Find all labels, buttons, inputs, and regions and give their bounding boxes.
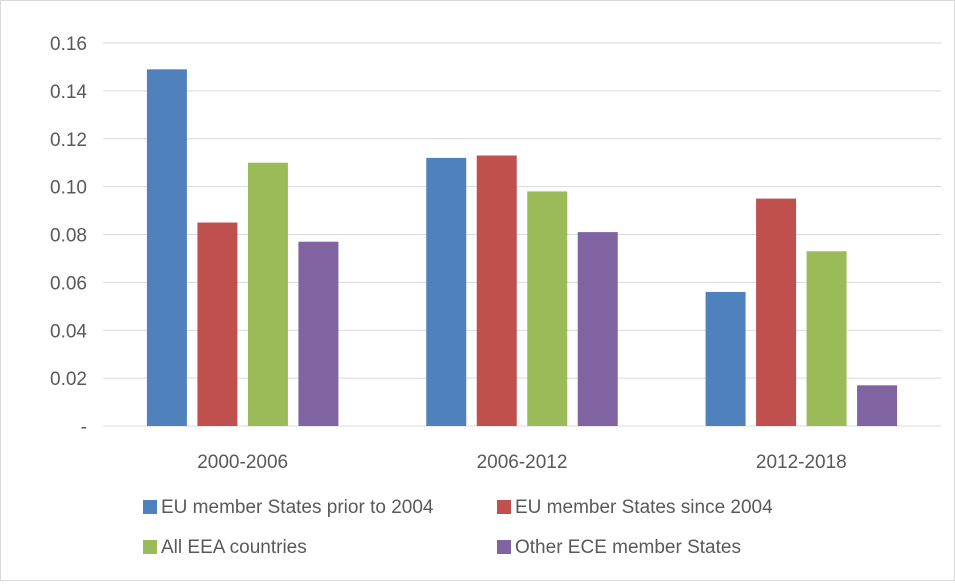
legend-swatch (497, 540, 511, 554)
bar-2000-2006-series-4 (298, 241, 339, 426)
bar-2012-2018-series-4 (857, 385, 898, 426)
legend-item: Other ECE member States (497, 537, 741, 558)
bars (146, 69, 898, 427)
y-tick-label: - (81, 417, 87, 438)
legend-item: EU member States prior to 2004 (143, 497, 434, 518)
legend-label: EU member States since 2004 (515, 497, 773, 518)
legend-label: Other ECE member States (515, 537, 741, 558)
bar-2006-2012-series-2 (476, 155, 517, 426)
legend-item: EU member States since 2004 (497, 497, 773, 518)
y-tick-label: 0.16 (50, 34, 87, 55)
bar-2000-2006-series-2 (197, 222, 238, 426)
x-tick-label: 2006-2012 (477, 452, 568, 473)
y-tick-label: 0.10 (50, 178, 87, 199)
gridlines (103, 42, 941, 427)
legend-label: EU member States prior to 2004 (161, 497, 434, 518)
bar-2012-2018-series-2 (756, 198, 797, 426)
legend-swatch (143, 540, 157, 554)
y-tick-label: 0.08 (50, 226, 87, 247)
y-tick-label: 0.14 (50, 82, 87, 103)
legend-label: All EEA countries (161, 537, 307, 558)
bar-2006-2012-series-1 (426, 157, 467, 426)
x-tick-label: 2012-2018 (756, 452, 847, 473)
x-tick-label: 2000-2006 (197, 452, 288, 473)
legend: EU member States prior to 2004 EU member … (143, 497, 773, 558)
legend-swatch (143, 500, 157, 514)
bar-2006-2012-series-3 (527, 191, 568, 426)
legend-swatch (497, 500, 511, 514)
x-axis-tick-labels: 2000-2006 2006-2012 2012-2018 (197, 452, 847, 473)
legend-item: All EEA countries (143, 537, 307, 558)
y-tick-label: 0.06 (50, 273, 87, 294)
bar-2000-2006-series-3 (247, 162, 288, 426)
y-tick-label: 0.12 (50, 130, 87, 151)
y-tick-label: 0.02 (50, 369, 87, 390)
y-tick-label: 0.04 (50, 321, 87, 342)
bar-2000-2006-series-1 (146, 69, 187, 427)
bar-2006-2012-series-4 (577, 232, 618, 426)
y-axis-tick-labels: - 0.02 0.04 0.06 0.08 0.10 0.12 0.14 0.16 (50, 34, 87, 438)
bar-2012-2018-series-1 (705, 291, 746, 426)
bar-2012-2018-series-3 (806, 251, 847, 426)
